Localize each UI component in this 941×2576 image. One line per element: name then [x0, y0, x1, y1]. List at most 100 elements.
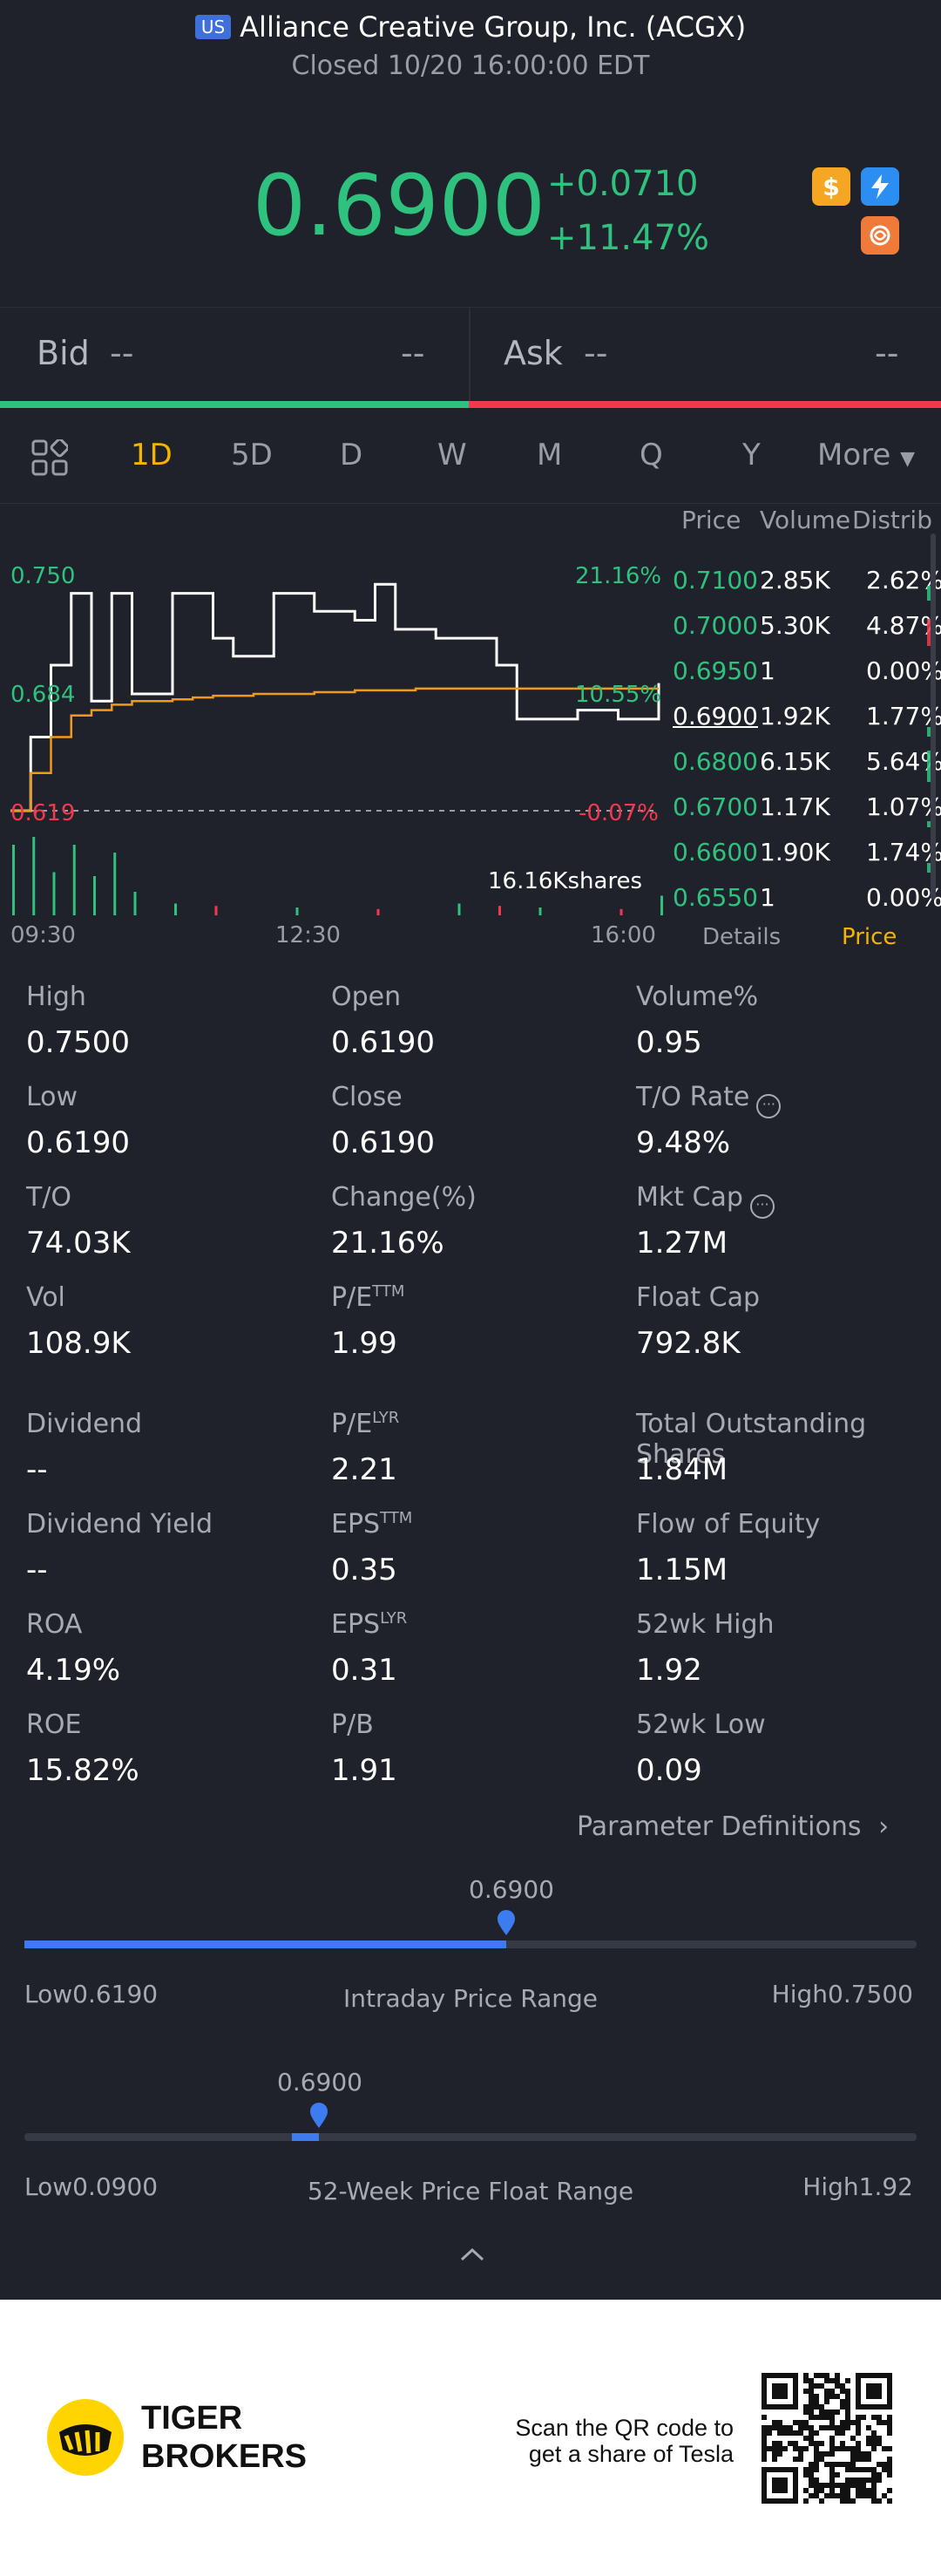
qr-module [809, 2441, 814, 2446]
qr-module [877, 2462, 882, 2467]
ob-price: 0.7000 [673, 611, 758, 640]
ob-price: 0.6700 [673, 792, 758, 821]
qr-module [798, 2425, 803, 2430]
bid-label: Bid [37, 334, 90, 372]
qr-module [840, 2420, 845, 2425]
qr-module [824, 2389, 829, 2394]
qr-module [824, 2399, 829, 2404]
qr-module [866, 2436, 871, 2441]
qr-module [835, 2483, 840, 2488]
stat-label-text: 52wk High [636, 1609, 775, 1640]
qr-module [762, 2457, 767, 2462]
stat-label-text: ROE [26, 1709, 82, 1740]
collapse-chevron-icon[interactable] [458, 2246, 486, 2267]
qr-module [814, 2394, 819, 2399]
stat-label-text: ROA [26, 1609, 83, 1640]
qr-module [835, 2462, 840, 2467]
tiger-logo-icon [45, 2397, 125, 2481]
x-label-open: 09:30 [10, 922, 76, 948]
qr-module [871, 2446, 877, 2451]
qr-module [861, 2415, 866, 2420]
price-tab[interactable]: Price [842, 924, 897, 950]
parameter-definitions-label: Parameter Definitions [577, 1811, 862, 1842]
y-label-low: 0.619 [10, 800, 76, 826]
y-pct-mid: 10.55% [575, 682, 662, 708]
qr-module [845, 2394, 850, 2399]
tab-1d[interactable]: 1D [131, 438, 173, 472]
tab-more[interactable]: More ▼ [817, 438, 915, 472]
qr-module [866, 2477, 871, 2483]
tab-y[interactable]: Y [742, 438, 761, 472]
options-icon[interactable] [861, 216, 899, 255]
parameter-definitions-link[interactable]: Parameter Definitions › [577, 1811, 889, 1842]
qr-module [814, 2467, 819, 2472]
volume-bar [457, 903, 461, 915]
qr-module [814, 2462, 819, 2467]
stat-label: Mkt Cap ··· [636, 1182, 775, 1219]
stat-label: Dividend [26, 1409, 142, 1439]
qr-module [845, 2467, 850, 2472]
ask-strength-bar [469, 401, 941, 408]
grid-layout-icon[interactable] [31, 438, 70, 479]
info-icon[interactable]: ··· [749, 1194, 775, 1219]
intraday-low-value: 0.6190 [72, 1980, 159, 2008]
volume-bar [498, 906, 501, 915]
stat-value: 21.16% [331, 1226, 444, 1261]
bid-size: -- [401, 334, 425, 372]
stat-label-superscript: LYR [380, 1609, 408, 1628]
ob-header-volume: Volume [760, 506, 851, 534]
qr-module [877, 2472, 882, 2477]
brand-line2: BROKERS [141, 2438, 308, 2475]
stat-label: ROA [26, 1609, 82, 1640]
tab-d[interactable]: D [340, 438, 363, 472]
qr-module [772, 2420, 777, 2425]
tab-5d[interactable]: 5D [231, 438, 273, 472]
lightning-icon[interactable] [861, 167, 899, 206]
qr-module [871, 2483, 877, 2488]
qr-module [824, 2415, 829, 2420]
qr-module [809, 2483, 814, 2488]
stat-label: Volume% [636, 982, 758, 1012]
qr-module [835, 2373, 840, 2378]
qr-module [887, 2457, 892, 2462]
tab-q[interactable]: Q [640, 438, 663, 472]
details-tab[interactable]: Details [702, 924, 782, 950]
ob-scrollbar[interactable] [931, 534, 936, 900]
stat-value: 108.9K [26, 1326, 131, 1361]
dollar-icon[interactable]: $ [812, 167, 850, 206]
qr-module [861, 2477, 866, 2483]
qr-module [856, 2430, 861, 2436]
tab-m[interactable]: M [537, 438, 563, 472]
qr-module [856, 2420, 861, 2425]
ob-price: 0.7100 [673, 566, 758, 595]
week52-low-value: 0.0900 [72, 2172, 159, 2201]
stat-label-text: 52wk Low [636, 1709, 766, 1740]
intraday-high-label: High [771, 1980, 829, 2008]
qr-module [829, 2467, 835, 2472]
qr-code[interactable] [762, 2373, 892, 2504]
intraday-chart[interactable]: 0.750 0.684 0.619 21.16% 10.55% -0.07% 1… [0, 506, 669, 959]
stat-value: 15.82% [26, 1753, 139, 1788]
qr-module [840, 2383, 845, 2389]
qr-module [819, 2373, 824, 2378]
qr-module [829, 2441, 835, 2446]
qr-module [840, 2462, 845, 2467]
volume-bar [660, 895, 663, 915]
info-icon[interactable]: ··· [756, 1094, 782, 1118]
week52-high: High1.92 [802, 2172, 913, 2201]
qr-module [840, 2425, 845, 2430]
qr-module [824, 2394, 829, 2399]
qr-module [835, 2383, 840, 2389]
ob-price: 0.6600 [673, 838, 758, 867]
qr-module [840, 2399, 845, 2404]
qr-module [819, 2488, 824, 2493]
qr-module [824, 2373, 829, 2378]
ask-label: Ask [504, 334, 563, 372]
tab-w[interactable]: W [437, 438, 467, 472]
qr-module [887, 2462, 892, 2467]
qr-module [871, 2493, 877, 2498]
qr-module [829, 2436, 835, 2441]
qr-module [856, 2477, 861, 2483]
qr-module [814, 2483, 819, 2488]
stat-label-text: Flow of Equity [636, 1509, 821, 1539]
